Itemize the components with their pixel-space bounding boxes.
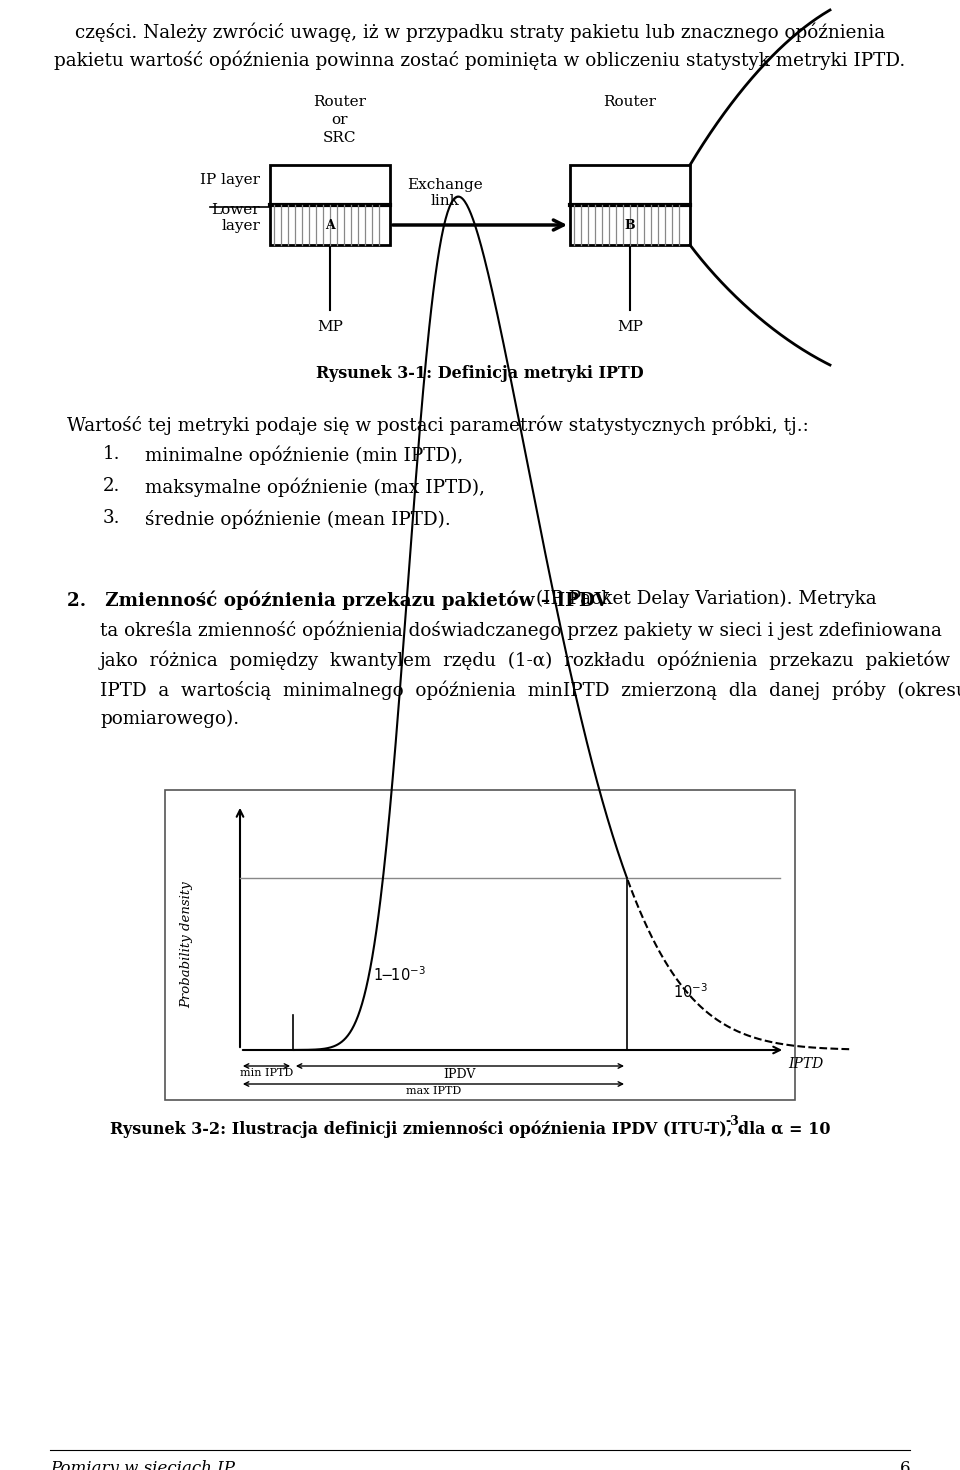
Text: or: or <box>332 113 348 126</box>
Text: A: A <box>325 219 335 231</box>
Text: Pomiary w sieciach IP: Pomiary w sieciach IP <box>50 1460 235 1470</box>
Text: $1\!\!-\!\!10^{-3}$: $1\!\!-\!\!10^{-3}$ <box>372 966 425 983</box>
Text: 1.: 1. <box>103 445 120 463</box>
Text: Rysunek 3-2: Ilustracja definicji zmienności opóźnienia IPDV (ITU-T), dla α = 10: Rysunek 3-2: Ilustracja definicji zmienn… <box>109 1120 830 1138</box>
Text: jako  różnica  pomiędzy  kwantylem  rzędu  (1-α)  rozkładu  opóźnienia  przekazu: jako różnica pomiędzy kwantylem rzędu (1… <box>100 650 951 669</box>
Text: Rysunek 3-1: Definicja metryki IPTD: Rysunek 3-1: Definicja metryki IPTD <box>316 365 644 382</box>
Text: IPTD: IPTD <box>788 1057 824 1072</box>
Text: (IP Packet Delay Variation). Metryka: (IP Packet Delay Variation). Metryka <box>530 589 876 609</box>
Text: IPDV: IPDV <box>444 1069 476 1080</box>
Text: średnie opóźnienie (mean IPTD).: średnie opóźnienie (mean IPTD). <box>145 509 451 529</box>
Text: Router: Router <box>604 96 657 109</box>
Text: maksymalne opóźnienie (max IPTD),: maksymalne opóźnienie (max IPTD), <box>145 476 485 497</box>
Bar <box>570 165 690 245</box>
Text: 2.   Zmienność opóźnienia przekazu pakietów – IPDV: 2. Zmienność opóźnienia przekazu pakietó… <box>67 589 609 610</box>
Text: Lower: Lower <box>211 203 260 218</box>
Text: minimalne opóźnienie (min IPTD),: minimalne opóźnienie (min IPTD), <box>145 445 464 465</box>
Text: 2.: 2. <box>103 476 120 495</box>
Text: $10^{-3}$: $10^{-3}$ <box>673 982 708 1001</box>
Bar <box>270 165 390 245</box>
Text: max IPTD: max IPTD <box>406 1086 461 1097</box>
Text: min IPTD: min IPTD <box>240 1069 293 1078</box>
Text: ta określa zmienność opóźnienia doświadczanego przez pakiety w sieci i jest zdef: ta określa zmienność opóźnienia doświadc… <box>100 620 942 639</box>
Text: Router: Router <box>314 96 367 109</box>
Text: .: . <box>739 1120 745 1136</box>
Text: części. Należy zwrócić uwagę, iż w przypadku straty pakietu lub znacznego opóźni: części. Należy zwrócić uwagę, iż w przyp… <box>75 22 885 41</box>
Text: B: B <box>625 219 636 231</box>
Text: Probability density: Probability density <box>180 882 194 1008</box>
Text: -3: -3 <box>725 1116 739 1127</box>
Bar <box>165 789 795 1100</box>
Text: pomiarowego).: pomiarowego). <box>100 710 239 728</box>
Text: 3.: 3. <box>103 509 120 528</box>
Text: MP: MP <box>317 320 343 334</box>
Text: IPTD  a  wartością  minimalnego  opóźnienia  minIPTD  zmierzoną  dla  danej  pró: IPTD a wartością minimalnego opóźnienia … <box>100 681 960 700</box>
Text: 6: 6 <box>900 1460 910 1470</box>
Text: Exchange
link: Exchange link <box>407 178 483 209</box>
Text: pakietu wartość opóźnienia powinna zostać pominięta w obliczeniu statystyk metry: pakietu wartość opóźnienia powinna zosta… <box>55 50 905 69</box>
Text: layer: layer <box>221 219 260 234</box>
Text: Wartość tej metryki podaje się w postaci parametrów statystycznych próbki, tj.:: Wartość tej metryki podaje się w postaci… <box>67 415 808 435</box>
Text: MP: MP <box>617 320 643 334</box>
Text: IP layer: IP layer <box>200 173 260 187</box>
Text: SRC: SRC <box>324 131 357 146</box>
